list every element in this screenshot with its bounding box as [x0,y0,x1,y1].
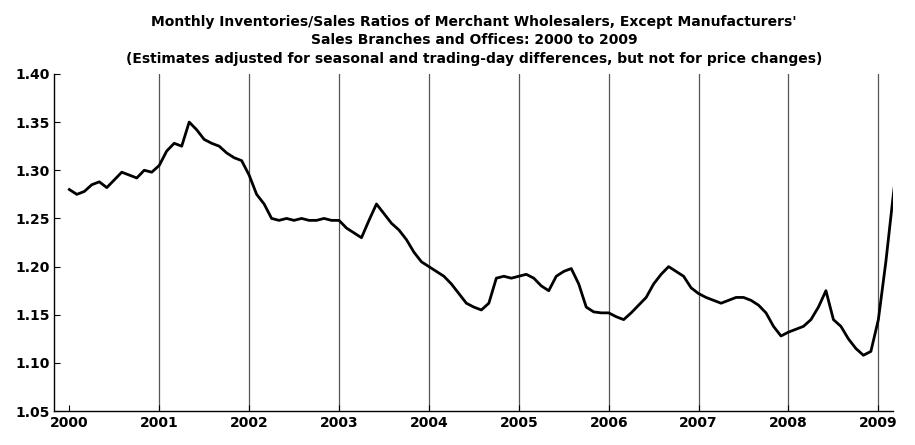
Title: Monthly Inventories/Sales Ratios of Merchant Wholesalers, Except Manufacturers'
: Monthly Inventories/Sales Ratios of Merc… [125,15,822,66]
